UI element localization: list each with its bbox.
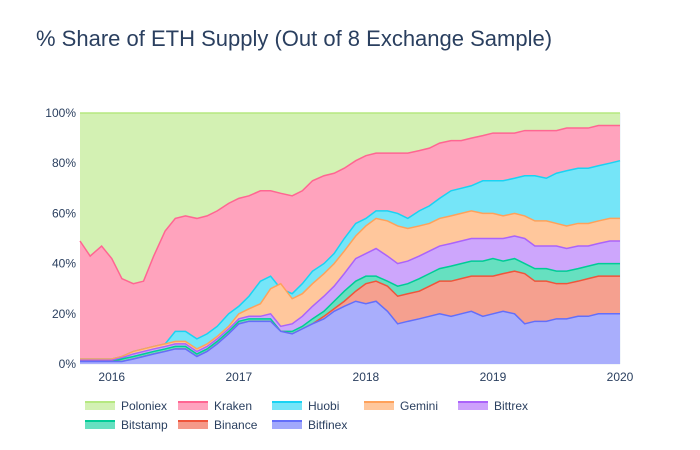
y-tick-label: 0% bbox=[59, 357, 77, 371]
y-tick-label: 20% bbox=[52, 307, 76, 321]
line-huobi bbox=[80, 159, 621, 360]
legend-item-huobi: Huobi bbox=[272, 399, 339, 413]
legend-label: Bittrex bbox=[494, 399, 528, 413]
legend-swatch bbox=[364, 402, 394, 410]
line-gemini bbox=[80, 210, 620, 360]
legend-label: Gemini bbox=[400, 399, 438, 413]
x-tick-label: 2020 bbox=[607, 370, 634, 384]
chart-title: % Share of ETH Supply (Out of 8 Exchange… bbox=[36, 26, 553, 51]
legend-label: Bitstamp bbox=[121, 418, 168, 432]
legend-swatch bbox=[272, 402, 302, 410]
area-bitfinex bbox=[80, 301, 620, 364]
legend-label: Huobi bbox=[308, 399, 339, 413]
legend-swatch bbox=[85, 402, 115, 410]
legend-item-poloniex: Poloniex bbox=[85, 399, 167, 413]
legend-label: Bitfinex bbox=[308, 418, 347, 432]
y-tick-label: 40% bbox=[52, 257, 76, 271]
line-bitfinex bbox=[80, 300, 620, 363]
line-kraken bbox=[79, 124, 620, 285]
legend-item-kraken: Kraken bbox=[178, 399, 252, 413]
x-tick-label: 2019 bbox=[480, 370, 507, 384]
line-bittrex bbox=[80, 235, 620, 361]
area-poloniex bbox=[80, 113, 620, 284]
area-kraken bbox=[80, 125, 620, 359]
legend-swatch bbox=[272, 421, 302, 429]
legend-label: Binance bbox=[214, 418, 258, 432]
legend-label: Kraken bbox=[214, 399, 252, 413]
legend-swatch bbox=[458, 402, 488, 410]
y-tick-label: 100% bbox=[45, 106, 76, 120]
x-tick-label: 2016 bbox=[98, 370, 125, 384]
area-binance bbox=[80, 271, 620, 362]
x-tick-label: 2018 bbox=[353, 370, 380, 384]
legend-item-bitstamp: Bitstamp bbox=[85, 418, 168, 432]
legend-layer: Poloniex Kraken Huobi Gemini Bittrex Bitstamp… bbox=[85, 399, 528, 432]
legend-item-bittrex: Bittrex bbox=[458, 399, 528, 413]
legend-swatch bbox=[85, 421, 115, 429]
x-tick-label: 2017 bbox=[225, 370, 252, 384]
legend-label: Poloniex bbox=[121, 399, 167, 413]
legend-item-gemini: Gemini bbox=[364, 399, 438, 413]
axis-layer: 0% 20% 40% 60% 80% 100% 2016 2017 2018 2019 2020 bbox=[45, 106, 633, 384]
y-tick-label: 60% bbox=[52, 206, 76, 220]
legend-item-bitfinex: Bitfinex bbox=[272, 418, 347, 432]
legend-swatch bbox=[178, 421, 208, 429]
legend-swatch bbox=[178, 402, 208, 410]
y-tick-label: 80% bbox=[52, 156, 76, 170]
area-huobi bbox=[80, 160, 620, 359]
legend-item-binance: Binance bbox=[178, 418, 258, 432]
line-bitstamp bbox=[80, 257, 620, 363]
area-layer bbox=[79, 112, 621, 364]
